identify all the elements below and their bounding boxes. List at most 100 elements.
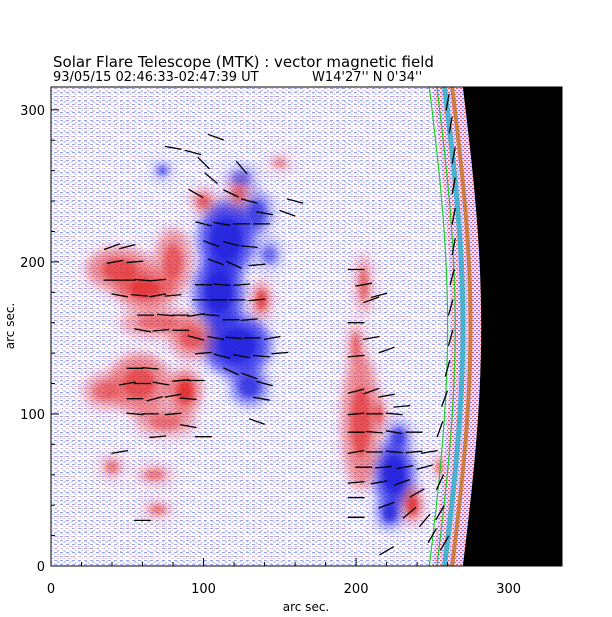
field-vector-48: [226, 260, 242, 269]
negative-core-9: [382, 504, 397, 522]
field-vector-136: [164, 145, 182, 150]
field-vector-70: [256, 380, 273, 387]
field-vector-81: [286, 198, 304, 204]
field-vector-98: [365, 430, 383, 434]
field-vector-124: [447, 329, 454, 347]
positive-core-19: [407, 496, 418, 515]
field-vector-15: [187, 312, 205, 318]
field-vector-46: [240, 245, 258, 249]
field-vector-80: [279, 209, 296, 217]
x-tick-label-100: 100: [191, 582, 216, 597]
field-vector-92: [378, 393, 395, 398]
limb-contour-inner: [436, 87, 456, 566]
field-vector-10: [149, 293, 167, 298]
field-vector-45: [222, 240, 240, 247]
field-vector-138: [184, 149, 202, 156]
field-vector-115: [378, 501, 395, 509]
field-vector-26: [172, 379, 190, 382]
field-vector-22: [141, 366, 159, 370]
x-tick-label-200: 200: [344, 582, 369, 597]
field-vector-64: [213, 353, 231, 359]
negative-core-1: [205, 271, 233, 314]
field-vector-110: [347, 480, 365, 484]
field-vector-85: [370, 292, 388, 299]
x-axis-label: arc sec.: [283, 600, 329, 614]
field-vector-47: [207, 258, 224, 266]
positive-core-5: [177, 380, 193, 402]
positive-core-10: [232, 185, 245, 202]
field-vector-111: [370, 480, 388, 485]
observation-time: 93/05/15 02:46:33-02:47:39 UT: [53, 70, 259, 85]
field-vector-87: [362, 335, 380, 341]
field-vector-77: [204, 172, 219, 185]
positive-core-8: [180, 327, 203, 349]
field-vector-105: [420, 449, 438, 455]
positive-core-17: [351, 387, 370, 456]
field-vector-30: [164, 393, 182, 398]
chart-title: Solar Flare Telescope (MTK) : vector mag…: [53, 53, 434, 71]
y-axis-label: arc sec.: [3, 303, 17, 349]
field-vector-31: [179, 397, 197, 401]
field-vector-41: [213, 221, 231, 226]
field-vector-83: [355, 282, 373, 287]
field-vector-127: [451, 238, 456, 256]
field-vector-116: [402, 506, 417, 519]
field-vector-137: [207, 133, 224, 141]
negative-core-4: [248, 201, 266, 225]
limb-strip-orange: [450, 87, 473, 566]
field-vector-25: [152, 381, 170, 386]
field-vector-0: [103, 243, 121, 251]
field-vector-99: [385, 430, 403, 435]
field-vector-23: [118, 381, 136, 386]
positive-core-13: [105, 461, 119, 474]
field-vector-65: [233, 354, 251, 359]
limb-band: [432, 87, 482, 566]
field-vector-90: [347, 388, 365, 394]
field-vector-19: [187, 335, 205, 341]
polarity-cores: [93, 158, 443, 522]
field-vector-112: [393, 478, 410, 486]
field-vector-1: [119, 243, 136, 250]
field-vector-9: [131, 293, 148, 297]
transverse-field-vectors: [103, 93, 456, 556]
field-vector-119: [427, 527, 438, 544]
negative-core-10: [392, 428, 406, 446]
field-vector-94: [347, 412, 365, 416]
field-vector-71: [253, 396, 270, 401]
field-vector-61: [225, 336, 243, 340]
field-vector-121: [436, 421, 444, 438]
negative-core-5: [233, 171, 251, 185]
field-vector-52: [233, 283, 251, 287]
positive-core-2: [163, 245, 183, 279]
field-vector-132: [445, 93, 450, 111]
field-vector-32: [126, 412, 144, 416]
field-vector-67: [271, 351, 289, 355]
field-vector-73: [188, 188, 204, 199]
field-vector-49: [248, 263, 266, 267]
negative-core-3: [239, 376, 260, 397]
positive-core-12: [145, 469, 164, 481]
positive-core-1: [130, 280, 161, 299]
field-vector-63: [263, 335, 281, 341]
field-vector-135: [439, 535, 450, 551]
field-vector-126: [449, 268, 455, 286]
positive-core-14: [150, 505, 166, 515]
field-vector-103: [385, 450, 403, 454]
field-vector-118: [418, 513, 431, 528]
field-vector-113: [409, 488, 425, 498]
field-vector-128: [451, 207, 456, 225]
field-vector-8: [111, 293, 129, 298]
field-vector-57: [202, 313, 220, 317]
field-vector-133: [435, 474, 445, 491]
field-vector-69: [241, 372, 258, 380]
positive-core-7: [93, 382, 116, 401]
field-vector-88: [347, 354, 365, 358]
observation-position: W14'27'' N 0'34'': [312, 70, 422, 85]
field-vector-34: [164, 412, 182, 416]
limb-strip-cyan: [442, 87, 466, 566]
plot-frame: [50, 86, 563, 567]
x-tick-label-300: 300: [496, 582, 521, 597]
field-vector-56: [248, 298, 266, 302]
field-vector-2: [106, 259, 124, 264]
